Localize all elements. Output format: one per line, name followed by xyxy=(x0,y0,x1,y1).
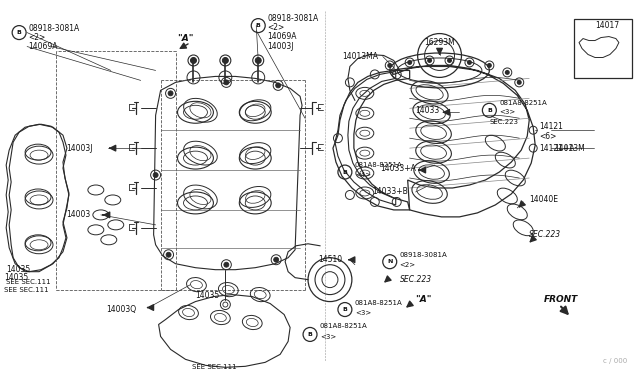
Text: c / 000: c / 000 xyxy=(603,358,627,364)
Circle shape xyxy=(407,60,412,65)
Text: SEE SEC.111: SEE SEC.111 xyxy=(6,279,51,285)
Text: <2>: <2> xyxy=(28,33,45,42)
Text: FRONT: FRONT xyxy=(544,295,579,304)
Circle shape xyxy=(487,63,492,68)
Text: 14069A: 14069A xyxy=(28,42,58,51)
Text: 14013MA: 14013MA xyxy=(342,52,378,61)
Text: 14003Q: 14003Q xyxy=(106,305,136,314)
Circle shape xyxy=(387,63,392,68)
Text: 14003: 14003 xyxy=(66,211,90,219)
Text: 14017: 14017 xyxy=(595,21,619,30)
Text: N: N xyxy=(387,259,392,264)
Text: 14040E: 14040E xyxy=(529,195,558,205)
Circle shape xyxy=(427,58,432,63)
Text: B: B xyxy=(17,30,22,35)
Text: 14033+A: 14033+A xyxy=(380,164,415,173)
Text: 081A8-8251A: 081A8-8251A xyxy=(355,162,403,168)
Text: 08918-3081A: 08918-3081A xyxy=(28,24,79,33)
Text: <3>: <3> xyxy=(320,334,336,340)
Text: "A": "A" xyxy=(177,34,194,43)
Text: 08918-3081A: 08918-3081A xyxy=(267,14,319,23)
Text: <4>: <4> xyxy=(355,172,371,178)
Text: B: B xyxy=(256,23,260,28)
Text: 081A8-8251A: 081A8-8251A xyxy=(499,100,547,106)
Text: 08918-3081A: 08918-3081A xyxy=(400,252,447,258)
Text: 14033+B: 14033+B xyxy=(372,187,408,196)
Text: 14510: 14510 xyxy=(318,255,342,264)
Text: 14013M: 14013M xyxy=(554,144,585,153)
Text: B: B xyxy=(308,332,312,337)
Circle shape xyxy=(274,257,278,262)
Circle shape xyxy=(191,58,196,64)
Text: <6>: <6> xyxy=(539,132,557,141)
Text: 14003J: 14003J xyxy=(267,42,294,51)
Circle shape xyxy=(255,58,261,64)
Text: <2>: <2> xyxy=(267,23,284,32)
Text: SEC.223: SEC.223 xyxy=(529,230,561,239)
Text: <2>: <2> xyxy=(400,262,416,268)
Text: 14069A: 14069A xyxy=(267,32,297,41)
Text: SEE SEC.111: SEE SEC.111 xyxy=(193,364,237,370)
Text: 081A8-8251A: 081A8-8251A xyxy=(355,299,403,305)
Text: <3>: <3> xyxy=(499,109,516,115)
Text: "A": "A" xyxy=(415,295,431,304)
Circle shape xyxy=(166,252,171,257)
Text: B: B xyxy=(487,108,492,113)
Text: SEC.223: SEC.223 xyxy=(490,119,518,125)
Text: 14003J: 14003J xyxy=(66,144,92,153)
Circle shape xyxy=(447,58,452,63)
Text: 14033: 14033 xyxy=(415,106,440,115)
Circle shape xyxy=(153,173,158,177)
Text: SEE SEC.111: SEE SEC.111 xyxy=(4,286,49,293)
Text: 081A8-8251A: 081A8-8251A xyxy=(320,324,368,330)
Circle shape xyxy=(224,262,229,267)
Text: B: B xyxy=(342,170,348,174)
Circle shape xyxy=(224,80,229,85)
Circle shape xyxy=(467,60,472,65)
Circle shape xyxy=(222,58,228,64)
Text: 14035: 14035 xyxy=(4,273,28,282)
Circle shape xyxy=(516,80,522,85)
Circle shape xyxy=(276,83,281,88)
Text: 16293M: 16293M xyxy=(424,38,455,47)
Text: 14121: 14121 xyxy=(539,122,563,131)
Bar xyxy=(574,19,632,78)
Text: B: B xyxy=(342,307,348,312)
Text: 14035: 14035 xyxy=(6,265,31,274)
Text: SEC.223: SEC.223 xyxy=(400,275,432,284)
Text: <3>: <3> xyxy=(355,310,371,315)
Text: 14035: 14035 xyxy=(195,291,220,300)
Text: 14121+A: 14121+A xyxy=(539,144,575,153)
Circle shape xyxy=(168,91,173,96)
Circle shape xyxy=(505,70,510,75)
